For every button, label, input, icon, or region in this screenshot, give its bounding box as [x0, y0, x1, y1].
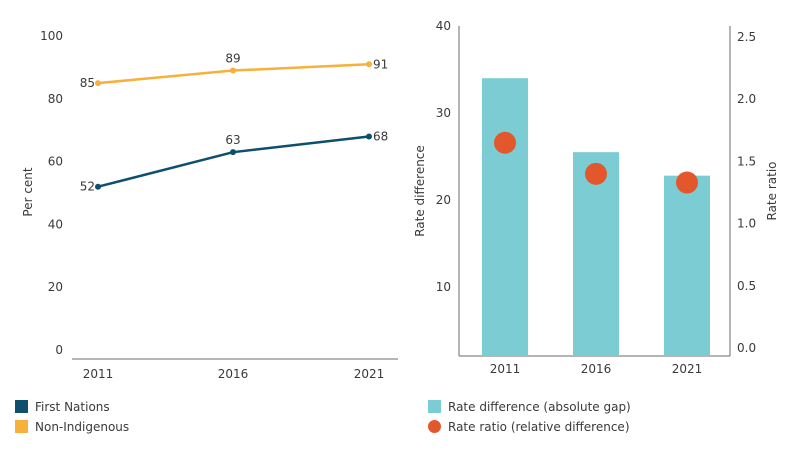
line-chart-y-tick-label: 100: [40, 29, 63, 43]
line-chart-y-tick-label: 0: [55, 343, 63, 357]
data-label: 52: [80, 180, 95, 194]
data-label: 85: [80, 76, 95, 90]
gap-chart-left-tick-label: 10: [436, 280, 451, 294]
line-chart-y-tick-label: 20: [48, 280, 63, 294]
rate-ratio-dot: [585, 162, 607, 185]
legend-swatch-rate-ratio: [428, 420, 441, 433]
legend-label-first-nations: First Nations: [35, 400, 110, 414]
gap-chart-x-tick-label: 2011: [490, 362, 521, 376]
gap-chart-right-tick-label: 2.5: [737, 30, 756, 44]
line-chart-y-tick-label: 60: [48, 155, 63, 169]
legend-item-rate-ratio: Rate ratio (relative difference): [428, 420, 630, 434]
data-label: 68: [373, 129, 388, 143]
legend-label-rate-difference: Rate difference (absolute gap): [448, 400, 631, 414]
line-chart-y-tick-label: 80: [48, 92, 63, 106]
gap-chart-x-tick-label: 2021: [672, 362, 703, 376]
gap-chart-ratio-dots: [494, 131, 698, 194]
data-point: [366, 61, 372, 68]
line-chart-y-tick-label: 40: [48, 217, 63, 231]
gap-chart-right-ticks: 0.0 0.5 1.0 1.5 2.0 2.5: [737, 30, 756, 355]
gap-chart-left-ticks: 10 20 30 40: [436, 19, 451, 294]
data-label: 91: [373, 57, 388, 71]
data-point: [95, 80, 101, 87]
line-chart-x-tick-label: 2011: [83, 367, 114, 381]
legend-label-rate-ratio: Rate ratio (relative difference): [448, 420, 630, 434]
line-chart-legend: First Nations Non-Indigenous: [15, 400, 129, 434]
data-point: [95, 183, 101, 190]
line-chart-y-axis-title: Per cent: [21, 167, 35, 217]
gap-chart: 10 20 30 40 0.0 0.5 1.0 1.5 2.0 2.5 Rate differe…: [413, 19, 779, 376]
gap-chart-right-axis-title: Rate ratio: [765, 162, 779, 221]
series-non-indigenous: 85 89 91: [80, 52, 389, 91]
gap-chart-left-tick-label: 30: [436, 106, 451, 120]
gap-chart-right-tick-label: 1.5: [737, 154, 756, 168]
data-label: 89: [225, 52, 240, 66]
rate-difference-bar: [573, 152, 619, 356]
gap-chart-right-tick-label: 0.5: [737, 279, 756, 293]
legend-item-rate-difference: Rate difference (absolute gap): [428, 400, 631, 414]
line-chart-y-ticks: 0 20 40 60 80 100: [40, 29, 63, 357]
gap-chart-x-ticks: 2011 2016 2021: [490, 362, 703, 376]
gap-chart-left-axis-title: Rate difference: [413, 145, 427, 237]
legend-swatch-non-indigenous: [15, 420, 28, 433]
series-line-non-indigenous: [96, 63, 371, 85]
gap-chart-legend: Rate difference (absolute gap) Rate rati…: [428, 400, 631, 434]
line-chart-x-tick-label: 2021: [354, 367, 385, 381]
gap-chart-right-tick-label: 2.0: [737, 92, 756, 106]
gap-chart-x-tick-label: 2016: [581, 362, 612, 376]
data-point: [366, 133, 372, 140]
gap-chart-right-tick-label: 1.0: [737, 217, 756, 231]
legend-item-first-nations: First Nations: [15, 400, 110, 414]
legend-item-non-indigenous: Non-Indigenous: [15, 420, 129, 434]
rate-ratio-dot: [494, 131, 516, 154]
line-chart-series: 52 63 68 85 89 91: [80, 52, 389, 194]
series-first-nations: 52 63 68: [80, 129, 389, 193]
gap-chart-bars: [482, 78, 710, 356]
rate-ratio-dot: [676, 171, 698, 194]
data-point: [230, 149, 236, 156]
legend-swatch-first-nations: [15, 400, 28, 413]
gap-chart-left-tick-label: 40: [436, 19, 451, 33]
gap-chart-left-tick-label: 20: [436, 193, 451, 207]
legend-label-non-indigenous: Non-Indigenous: [35, 420, 129, 434]
gap-chart-right-tick-label: 0.0: [737, 341, 756, 355]
line-chart: 0 20 40 60 80 100 Per cent 2011 2016 2021 52 63 6…: [21, 29, 398, 381]
rate-difference-bar: [482, 78, 528, 356]
line-chart-x-ticks: 2011 2016 2021: [83, 367, 385, 381]
data-point: [230, 67, 236, 74]
legend-swatch-rate-difference: [428, 400, 441, 413]
rate-difference-bar: [664, 175, 710, 356]
data-label: 63: [225, 133, 240, 147]
line-chart-x-tick-label: 2016: [218, 367, 249, 381]
